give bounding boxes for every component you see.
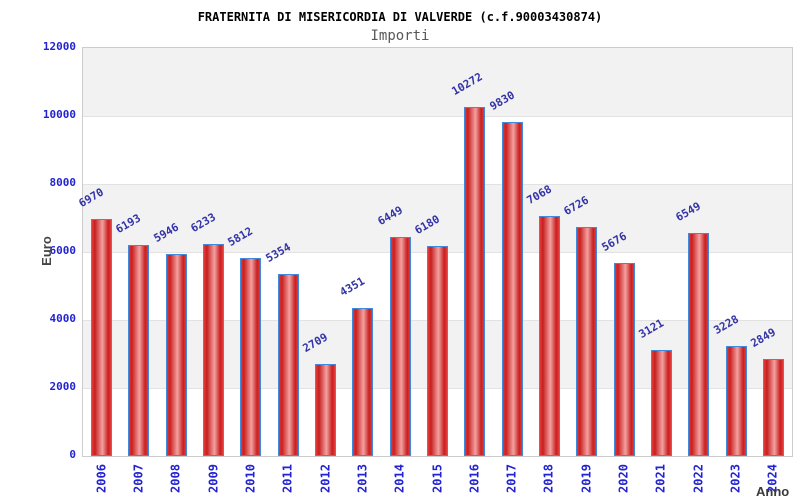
- x-axis-tick-label: 2012: [318, 464, 333, 493]
- gridline: [83, 184, 792, 185]
- chart-title: FRATERNITA DI MISERICORDIA DI VALVERDE (…: [197, 10, 603, 24]
- bar: [763, 359, 784, 456]
- bar: [726, 346, 747, 456]
- x-axis-tick-label: 2009: [206, 464, 221, 493]
- bar: [91, 219, 112, 456]
- plot-area: [82, 47, 793, 457]
- x-axis-tick-label: 2023: [728, 464, 743, 493]
- y-axis-tick-label: 10000: [42, 108, 76, 121]
- bar: [240, 258, 261, 456]
- bar: [539, 216, 560, 456]
- x-axis-tick-label: 2018: [541, 464, 556, 493]
- bar: [315, 364, 336, 456]
- bar: [278, 274, 299, 456]
- bar: [688, 233, 709, 456]
- x-axis-tick-label: 2006: [94, 464, 109, 493]
- y-axis-tick-label: 4000: [49, 312, 77, 325]
- x-axis-tick-label: 2008: [168, 464, 183, 493]
- y-axis-tick-label: 12000: [42, 40, 76, 53]
- x-axis-tick-label: 2016: [467, 464, 482, 493]
- bar: [427, 246, 448, 456]
- x-axis-tick-label: 2011: [280, 464, 295, 493]
- x-axis-tick-label: 2022: [691, 464, 706, 493]
- y-axis-tick-label: 0: [69, 448, 76, 461]
- x-axis-tick-label: 2019: [579, 464, 594, 493]
- x-axis-tick-label: 2014: [392, 464, 407, 493]
- x-axis-tick-label: 2021: [653, 464, 668, 493]
- x-axis-tick-label: 2010: [243, 464, 258, 493]
- bar: [203, 244, 224, 456]
- x-axis-tick-label: 2017: [504, 464, 519, 493]
- bar: [464, 107, 485, 456]
- y-axis-tick-label: 2000: [49, 380, 77, 393]
- gridline: [83, 116, 792, 117]
- x-axis-tick-label: 2015: [430, 464, 445, 493]
- bar: [651, 350, 672, 456]
- y-axis-title: Euro: [39, 236, 54, 266]
- bar: [576, 227, 597, 456]
- chart-subtitle: Importi: [370, 28, 430, 44]
- x-axis-tick-label: 2013: [355, 464, 370, 493]
- bar: [128, 245, 149, 456]
- bar: [166, 254, 187, 456]
- x-axis-tick-label: 2020: [616, 464, 631, 493]
- y-axis-tick-label: 8000: [49, 176, 77, 189]
- x-axis-title: Anno: [756, 484, 790, 499]
- bar: [352, 308, 373, 456]
- x-axis-tick-label: 2007: [131, 464, 146, 493]
- bar: [390, 237, 411, 456]
- y-axis-tick-label: 6000: [49, 244, 77, 257]
- bar: [614, 263, 635, 456]
- bar: [502, 122, 523, 456]
